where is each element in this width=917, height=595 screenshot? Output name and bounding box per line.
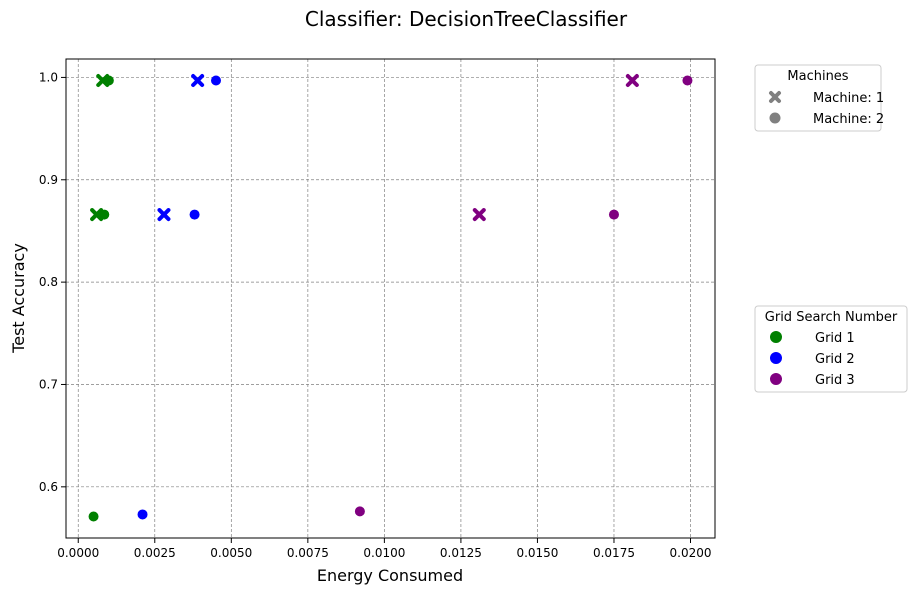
legend-grid-marker [770,352,782,364]
legend-grids-title: Grid Search Number [765,310,898,325]
legend-marker-x [769,91,781,103]
data-point-circle [682,75,693,86]
x-axis-label: Energy Consumed [317,566,463,585]
legend-grids-frame [754,305,908,393]
legend-machines-frame [754,64,882,132]
data-point-circle [137,509,148,520]
y-tick-label: 0.7 [39,377,58,391]
y-axis-label: Test Accuracy [9,243,28,354]
legend-machines-label: Machine: 1 [813,91,884,106]
data-point-circle [88,511,99,522]
y-tick-label: 0.8 [39,275,58,289]
data-point-circle [99,209,110,220]
data-point-circle [211,75,222,86]
legend-grids-entries: Grid 1 Grid 2 Grid 3 [770,331,855,388]
legend-machines: Machines Machine: 1 Machine: 2 [754,64,884,132]
y-tick-label: 0.6 [39,480,58,494]
data-point-x [157,208,171,222]
data-point-x [90,208,104,222]
data-point-circle [608,209,619,220]
x-axis-ticks: 0.0000 0.0025 0.0050 0.0075 0.0100 0.0125 0.01… [57,538,712,560]
legend-grid-marker [770,373,782,385]
data-points [88,73,693,522]
x-tick-label: 0.0100 [363,546,405,560]
data-point-circle [189,209,200,220]
legend-grid-marker [770,331,782,343]
y-axis-ticks: 0.6 0.7 0.8 0.9 1.0 [39,70,66,494]
y-tick-label: 1.0 [39,70,58,84]
x-tick-label: 0.0175 [593,546,635,560]
plot-frame [65,58,716,539]
x-tick-label: 0.0125 [440,546,482,560]
legend-grid-label: Grid 1 [815,331,855,346]
y-tick-label: 0.9 [39,173,58,187]
legend-marker-circle [769,112,781,124]
legend-machines-title: Machines [787,69,848,84]
x-tick-label: 0.0200 [670,546,712,560]
x-tick-label: 0.0000 [57,546,99,560]
legend-grid-label: Grid 3 [815,373,855,388]
data-point-x [191,73,205,87]
legend-grids: Grid Search Number Grid 1 Grid 2 Grid 3 [754,305,908,393]
legend-grid-label: Grid 2 [815,352,855,367]
data-point-x [625,73,639,87]
x-tick-label: 0.0150 [516,546,558,560]
x-tick-label: 0.0075 [287,546,329,560]
data-point-circle [354,506,365,517]
legend-machines-label: Machine: 2 [813,112,884,127]
legend-machines-entries: Machine: 1 Machine: 2 [769,91,884,127]
data-point-circle [103,75,114,86]
chart-title: Classifier: DecisionTreeClassifier [305,7,628,31]
x-tick-label: 0.0025 [134,546,176,560]
data-point-x [472,208,486,222]
grid-lines [66,59,715,538]
x-tick-label: 0.0050 [210,546,252,560]
